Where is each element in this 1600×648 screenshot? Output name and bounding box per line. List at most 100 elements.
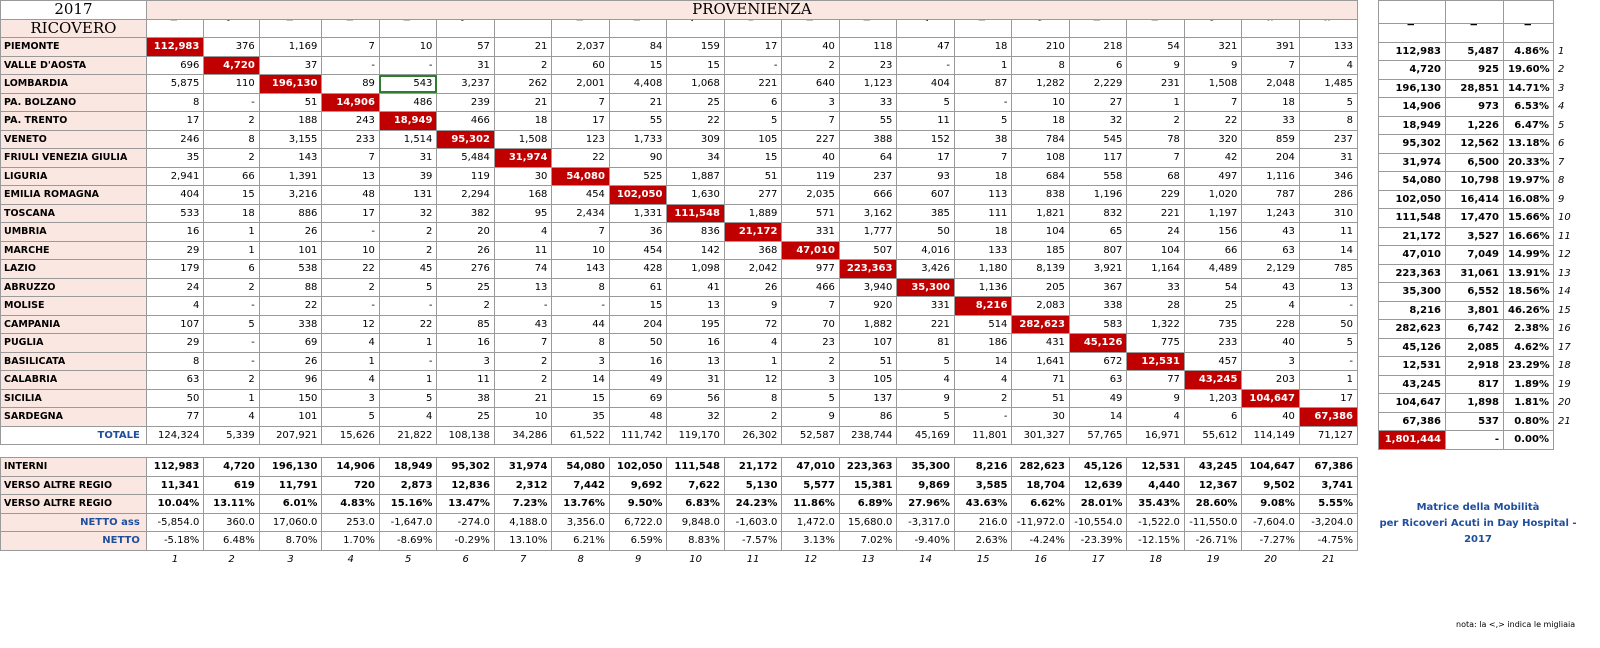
totale-cell: 124,324	[145, 425, 205, 445]
table-cell: 39	[378, 166, 438, 186]
table-cell: 385	[896, 203, 955, 223]
table-cell: 11	[493, 240, 553, 260]
table-cell: 17	[321, 203, 380, 223]
table-cell: 221	[896, 314, 955, 334]
table-cell: 84	[608, 37, 668, 57]
table-cell: 310	[1298, 203, 1359, 223]
summary-cell: -23.39%	[1068, 531, 1128, 551]
table-cell: 12,531	[1126, 351, 1185, 371]
summary-cell: -11,550.0	[1183, 512, 1243, 532]
table-cell: 14	[1298, 240, 1359, 260]
table-cell: 346	[1298, 166, 1359, 186]
table-cell: 2	[321, 277, 380, 297]
table-cell: 920	[838, 296, 898, 316]
table-cell: 4	[378, 407, 438, 427]
summary-cell: 5.55%	[1298, 494, 1359, 514]
table-cell: 10	[321, 240, 380, 260]
column-number: 17	[1091, 553, 1105, 565]
table-cell: 221	[723, 74, 783, 94]
row-label: CAMPANIA	[0, 314, 147, 334]
summary-cell: 102,050	[608, 457, 668, 477]
row-index: 5	[1558, 119, 1565, 131]
side-row: 45,126 2,085 4.62% 17	[1378, 337, 1586, 357]
table-cell: 5	[378, 388, 438, 408]
row-label: MARCHE	[0, 240, 147, 260]
table-cell: 9	[781, 407, 840, 427]
row-label: TOSCANA	[0, 203, 147, 223]
side-total-cell: -	[1445, 430, 1504, 450]
table-cell: 40	[1241, 333, 1300, 353]
table-cell: 5	[321, 407, 380, 427]
table-cell: 838	[1011, 185, 1070, 205]
summary-cell: 282,623	[1011, 457, 1070, 477]
table-cell: 156	[1183, 222, 1243, 242]
table-cell: 33	[1126, 277, 1185, 297]
side-cell: 18.56%	[1503, 282, 1554, 302]
totale-cell: 5,339	[203, 425, 260, 445]
table-cell: 186	[953, 333, 1013, 353]
table-cell: 55	[608, 111, 668, 131]
summary-cell: 2.63%	[953, 531, 1013, 551]
side-row: 8,216 3,801 46.26% 15	[1378, 300, 1586, 320]
summary-cell: 6,722.0	[608, 512, 668, 532]
table-cell: 22	[321, 259, 380, 279]
table-cell: 15	[723, 148, 783, 168]
column-header: PA. TRENTO	[378, 18, 438, 38]
side-cell: 6.47%	[1503, 115, 1554, 135]
summary-cell: 12,836	[436, 475, 495, 495]
column-number: 6	[462, 553, 469, 565]
side-cell: 13.91%	[1503, 263, 1554, 283]
row-index: 8	[1558, 175, 1565, 187]
table-cell: 1	[953, 55, 1013, 75]
table-cell: 1,322	[1126, 314, 1185, 334]
table-cell: 1,180	[953, 259, 1013, 279]
summary-cell: 6.62%	[1011, 494, 1070, 514]
table-cell: 18,949	[378, 111, 438, 131]
column-number: 9	[634, 553, 642, 565]
summary-cell: 3,585	[953, 475, 1013, 495]
table-cell: 286	[1298, 185, 1359, 205]
column-header-label: LIGURIA	[576, 20, 586, 21]
table-cell: 15	[666, 55, 725, 75]
summary-cell: 9,502	[1241, 475, 1300, 495]
table-cell: 2	[203, 148, 260, 168]
table-cell: 20	[436, 222, 495, 242]
table-cell: 11	[436, 370, 495, 390]
table-cell: 3	[321, 388, 380, 408]
side-row: 14,906 973 6.53% 4	[1378, 97, 1586, 117]
table-row: MARCHE 29 1 101 10 2 26 11 10 454 142 368 47,010 507 4…	[0, 240, 1359, 260]
row-index: 11	[1558, 230, 1571, 242]
side-cell: 104,647	[1378, 393, 1446, 413]
table-cell: 55	[838, 111, 898, 131]
table-cell: 150	[258, 388, 323, 408]
column-header-label: PA. TRENTO	[403, 20, 413, 21]
side-cell: 112,983	[1378, 41, 1446, 61]
side-row: 112,983 5,487 4.86% 1	[1378, 41, 1586, 61]
table-cell: 6	[1183, 407, 1243, 427]
table-cell: 48	[321, 185, 380, 205]
table-cell: 7	[551, 92, 610, 112]
table-cell: 16	[608, 351, 668, 371]
table-cell: 6	[723, 92, 783, 112]
table-cell: 88	[258, 277, 323, 297]
table-cell: 684	[1011, 166, 1070, 186]
summary-cell: 24.23%	[723, 494, 783, 514]
table-cell: 137	[838, 388, 898, 408]
table-cell: 93	[896, 166, 955, 186]
table-cell: 466	[781, 277, 840, 297]
table-cell: 47,010	[781, 240, 840, 260]
side-cell: 817	[1445, 374, 1504, 394]
table-row: PIEMONTE 112,983 376 1,169 7 10 57 21 2,037 84 159…	[0, 37, 1359, 57]
summary-cell: 21,172	[723, 457, 783, 477]
table-cell: 38	[436, 388, 495, 408]
table-cell: 2,941	[145, 166, 205, 186]
totale-cell: 55,612	[1183, 425, 1243, 445]
summary-cell: 3,741	[1298, 475, 1359, 495]
side-row: 67,386 537 0.80% 21	[1378, 411, 1586, 431]
table-cell: -	[203, 351, 260, 371]
table-cell: 9	[1126, 55, 1185, 75]
side-row: 47,010 7,049 14.99% 12	[1378, 245, 1586, 265]
table-cell: 18	[493, 111, 553, 131]
table-cell: 43	[1241, 277, 1300, 297]
side-cell: 925	[1445, 60, 1504, 80]
